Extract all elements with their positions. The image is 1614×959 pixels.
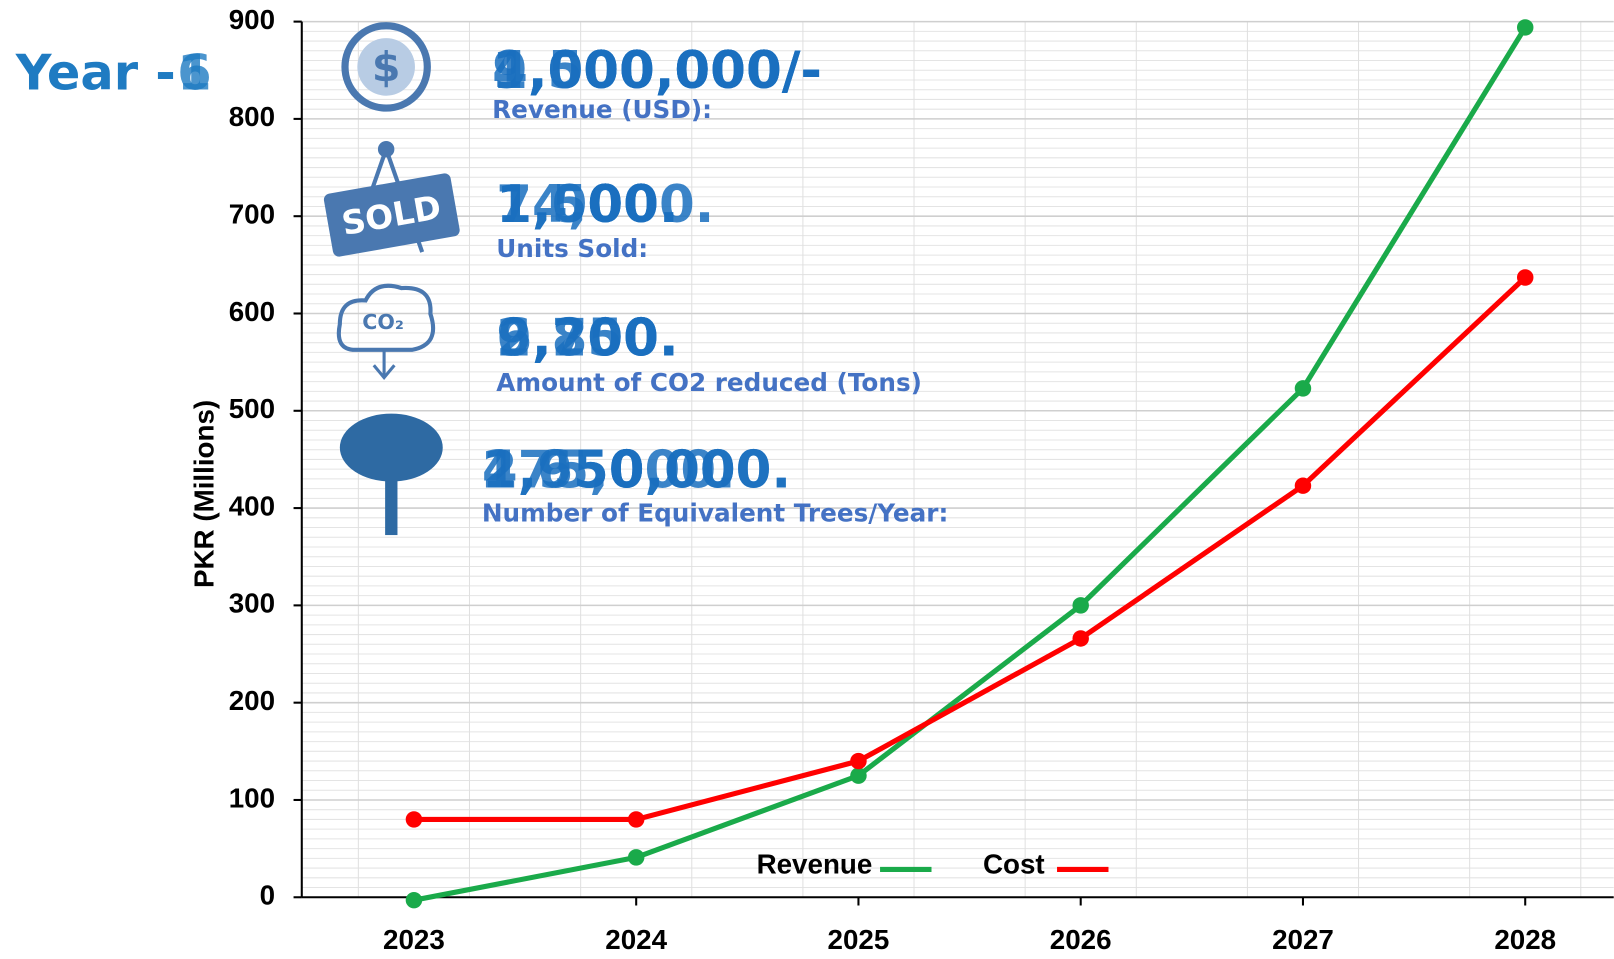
stat-label: Units Sold:: [496, 234, 648, 263]
point: [1516, 19, 1534, 36]
stat-value: 2,950,000.: [482, 440, 791, 500]
stat-label: Revenue (USD):: [492, 95, 712, 124]
stat-value: 1,000.: [496, 175, 678, 235]
stat-value: 4,650,000.: [482, 440, 791, 500]
y-tick-label: 400: [229, 490, 275, 521]
x-tick-label: 2025: [828, 924, 890, 955]
y-tick-label: 300: [229, 588, 275, 619]
x-tick-label: 2026: [1050, 924, 1112, 955]
point: [627, 849, 645, 866]
stat-value: 2,700.: [496, 309, 678, 369]
stat-value: 14,000.: [496, 175, 714, 235]
stat-value: 6,850.: [496, 309, 678, 369]
stat-label: Number of Equivalent Trees/Year:: [482, 498, 949, 527]
y-tick-label: 200: [229, 685, 275, 716]
series-line: [413, 26, 1528, 903]
y-tick-label: 500: [229, 393, 275, 424]
y-tick-label: 100: [229, 782, 275, 813]
legend-label: Revenue: [757, 849, 873, 880]
stat-value: 9,200.: [496, 309, 678, 369]
year-value: 6: [177, 44, 211, 102]
point: [627, 811, 645, 828]
x-tick-label: 2024: [605, 924, 667, 955]
point: [850, 752, 867, 770]
series-line: [413, 275, 1527, 822]
y-tick-label: 0: [260, 880, 275, 911]
y-axis-label: PKR (Millions): [188, 400, 219, 588]
x-tick-label: 2027: [1272, 924, 1334, 955]
stat-value: 7,500.: [496, 175, 678, 235]
year-value: 1: [177, 44, 211, 102]
legend-label: Cost: [983, 849, 1045, 880]
svg-text:$: $: [372, 43, 401, 91]
svg-text:CO₂: CO₂: [362, 310, 404, 334]
year-prefix: Year -: [15, 44, 176, 102]
stat-value: 4,000,000/-: [492, 41, 822, 101]
overlay: Year -16 1,500,000/-4,000,000/-9,000,000/…: [15, 41, 949, 527]
point: [1072, 597, 1089, 614]
stat-value: 1,500,000/-: [492, 41, 822, 101]
point: [1072, 630, 1089, 647]
stat-value: 175,000.: [482, 440, 736, 500]
point: [1294, 380, 1312, 397]
icons: $ SOLD CO₂: [323, 22, 460, 536]
x-tick-label: 2028: [1494, 924, 1556, 955]
y-tick-label: 600: [229, 296, 275, 327]
point: [1294, 477, 1312, 494]
stat-value: 9,000,000/-: [492, 41, 822, 101]
point: [405, 811, 423, 828]
y-tick-label: 800: [229, 101, 275, 132]
point: [850, 767, 867, 784]
y-tick-label: 700: [229, 199, 275, 230]
point: [1516, 269, 1534, 286]
x-tick-label: 2023: [383, 924, 445, 955]
point: [405, 891, 423, 909]
stat-label: Amount of CO2 reduced (Tons): [496, 368, 922, 397]
y-tick-label: 900: [229, 4, 275, 35]
